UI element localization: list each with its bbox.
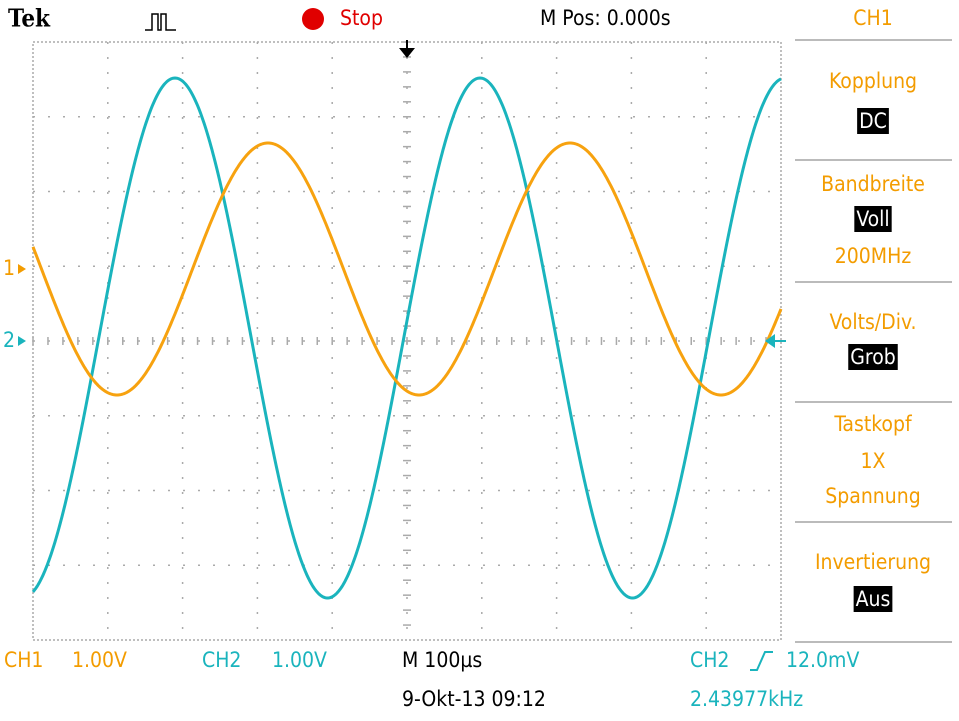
status: Stop (340, 6, 383, 30)
date-time: 9-Okt-13 09:12 (402, 687, 546, 711)
trigger-position-marker (399, 40, 415, 58)
ch2-waveform (31, 76, 782, 600)
menu-label[interactable]: Bandbreite (821, 172, 925, 196)
trigger-level: 12.0mV (786, 648, 859, 672)
menu-label[interactable]: Volts/Div. (829, 310, 916, 334)
menu-value[interactable]: Grob (850, 345, 896, 369)
acquire-icon (145, 13, 176, 31)
ch2-marker: 2 (3, 328, 15, 352)
menu-value[interactable]: Aus (856, 587, 891, 611)
frequency: 2.43977kHz (690, 687, 803, 711)
timebase: M 100µs (402, 648, 482, 672)
side-menu: Kopplung DC Bandbreite Voll 200MHz Volts… (815, 69, 931, 612)
menu-channel: CH1 (853, 6, 892, 30)
menu-label[interactable]: Invertierung (815, 550, 931, 574)
menu-value-box (857, 108, 889, 134)
menu-label[interactable]: Kopplung (829, 69, 917, 93)
trigger-edge-icon (750, 651, 773, 671)
menu-line: 1X (861, 449, 886, 473)
ch1-label: CH1 (4, 648, 43, 672)
ch2-label: CH2 (202, 648, 241, 672)
trigger-source: CH2 (690, 648, 729, 672)
menu-value[interactable]: DC (859, 109, 887, 133)
menu-value-box (848, 344, 898, 370)
menu-label[interactable]: Tastkopf (833, 412, 913, 436)
stop-icon (302, 8, 324, 30)
ch1-waveform (31, 141, 783, 397)
menu-value[interactable]: Voll (856, 207, 889, 231)
ch1-arrow (18, 264, 26, 274)
menu-value-box (854, 206, 892, 232)
horizontal-position: M Pos: 0.000s (540, 6, 671, 30)
menu-line: Spannung (825, 484, 920, 508)
brand: Tek (8, 4, 51, 33)
ch2-arrow (18, 336, 26, 346)
trigger-level-marker (765, 334, 786, 348)
ch2-scale: 1.00V (272, 648, 327, 672)
waveforms (31, 76, 783, 600)
ch1-marker: 1 (3, 256, 15, 280)
menu-extra: 200MHz (835, 244, 912, 268)
menu-value-box (853, 586, 893, 612)
ch1-scale: 1.00V (72, 648, 127, 672)
